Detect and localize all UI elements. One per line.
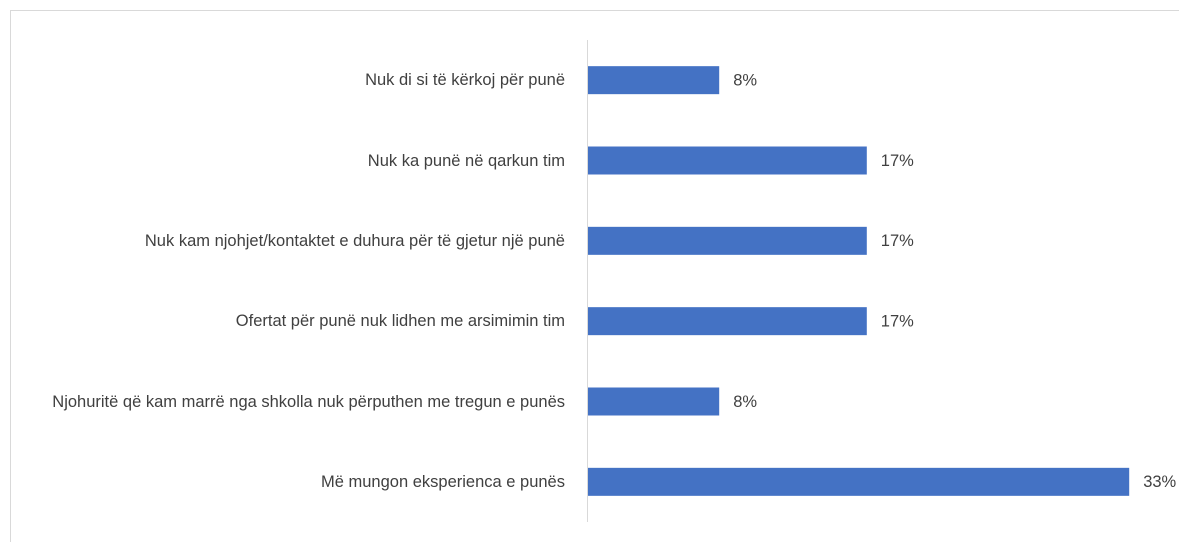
value-label: 33%: [1143, 473, 1176, 491]
category-label: Nuk kam njohjet/kontaktet e duhura për t…: [20, 211, 565, 271]
category-label: Nuk ka punë në qarkun tim: [20, 131, 565, 191]
value-label: 8%: [733, 72, 757, 90]
category-text: Nuk di si të kërkoj për punë: [365, 71, 565, 90]
value-label: 17%: [881, 232, 914, 250]
category-label: Ofertat për punë nuk lidhen me arsimimin…: [20, 291, 565, 351]
category-text: Nuk kam njohjet/kontaktet e duhura për t…: [144, 231, 565, 250]
bar: [588, 66, 720, 95]
value-label: 8%: [733, 393, 757, 411]
bar: [588, 387, 720, 416]
category-label: Më mungon eksperienca e punës: [20, 452, 565, 512]
value-label: 17%: [881, 313, 914, 331]
category-text: Ofertat për punë nuk lidhen me arsimimin…: [235, 312, 565, 331]
bar: [588, 226, 867, 255]
category-text: Më mungon eksperienca e punës: [321, 472, 565, 491]
bar: [588, 307, 867, 336]
category-text: Nuk ka punë në qarkun tim: [367, 151, 565, 170]
category-label: Nuk di si të kërkoj për punë: [20, 50, 565, 110]
bar: [588, 467, 1130, 496]
category-label: Njohuritë që kam marrë nga shkolla nuk p…: [20, 372, 565, 432]
bar: [588, 146, 867, 175]
value-label: 17%: [881, 152, 914, 170]
category-text: Njohuritë që kam marrë nga shkolla nuk p…: [52, 392, 565, 411]
